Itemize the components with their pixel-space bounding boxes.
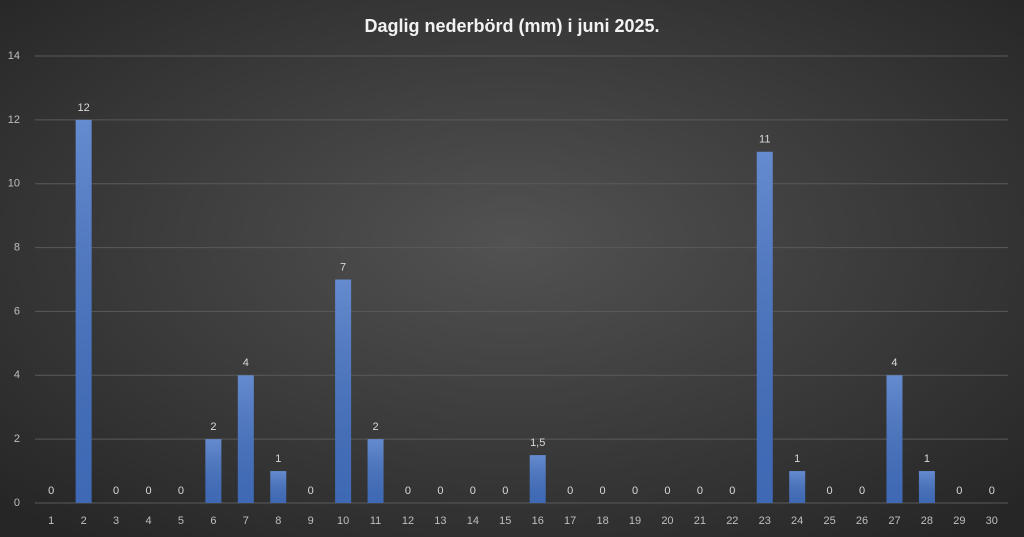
- x-tick-label: 13: [434, 515, 446, 527]
- x-tick-label: 21: [694, 515, 706, 527]
- y-tick-label: 4: [14, 369, 20, 381]
- data-label: 1,5: [530, 437, 545, 449]
- data-label: 0: [308, 485, 314, 497]
- x-tick-label: 15: [499, 515, 511, 527]
- x-tick-label: 26: [856, 515, 868, 527]
- bar-shade: [886, 375, 903, 503]
- y-tick-label: 2: [14, 433, 20, 445]
- x-tick-label: 3: [113, 515, 119, 527]
- bar-shade: [75, 119, 92, 503]
- data-label: 0: [48, 485, 54, 497]
- x-tick-label: 18: [596, 515, 608, 527]
- bar-shade: [270, 471, 287, 503]
- x-tick-label: 19: [629, 515, 641, 527]
- y-tick-label: 14: [8, 50, 20, 62]
- data-label: 0: [437, 485, 443, 497]
- data-label: 4: [243, 357, 249, 369]
- x-tick-label: 30: [986, 515, 998, 527]
- data-label: 0: [567, 485, 573, 497]
- data-label: 4: [891, 357, 897, 369]
- data-label: 2: [372, 421, 378, 433]
- x-tick-label: 7: [243, 515, 249, 527]
- data-label: 12: [78, 102, 90, 114]
- x-tick-label: 12: [402, 515, 414, 527]
- y-tick-label: 0: [14, 497, 20, 509]
- x-tick-label: 6: [210, 515, 216, 527]
- x-tick-label: 2: [81, 515, 87, 527]
- y-tick-label: 6: [14, 305, 20, 317]
- data-label: 0: [113, 485, 119, 497]
- bar-shade: [205, 439, 222, 503]
- data-label: 0: [470, 485, 476, 497]
- bar-shade: [237, 375, 254, 503]
- x-tick-label: 29: [953, 515, 965, 527]
- x-tick-label: 11: [370, 515, 381, 527]
- bar-shade: [756, 151, 773, 504]
- y-tick-label: 10: [8, 178, 20, 190]
- y-tick-label: 8: [14, 241, 20, 253]
- x-tick-label: 23: [759, 515, 771, 527]
- data-label: 0: [145, 485, 151, 497]
- chart-title: Daglig nederbörd (mm) i juni 2025.: [364, 16, 659, 36]
- data-label: 0: [827, 485, 833, 497]
- data-label: 2: [210, 421, 216, 433]
- x-tick-label: 28: [921, 515, 933, 527]
- bar-shade: [789, 471, 806, 503]
- data-label: 0: [664, 485, 670, 497]
- x-tick-label: 24: [791, 515, 803, 527]
- data-label: 0: [697, 485, 703, 497]
- x-tick-label: 25: [823, 515, 835, 527]
- data-label: 1: [924, 453, 930, 465]
- data-label: 11: [759, 134, 770, 146]
- x-tick-label: 14: [467, 515, 479, 527]
- data-label: 0: [178, 485, 184, 497]
- data-label: 1: [275, 453, 281, 465]
- data-label: 7: [340, 261, 346, 273]
- data-label: 0: [405, 485, 411, 497]
- data-label: 0: [989, 485, 995, 497]
- x-tick-label: 1: [48, 515, 54, 527]
- data-label: 0: [600, 485, 606, 497]
- data-label: 1: [794, 453, 800, 465]
- bar-shade: [367, 439, 384, 503]
- x-tick-label: 16: [532, 515, 544, 527]
- bar-shade: [529, 455, 546, 503]
- bar-shade: [918, 471, 935, 503]
- x-tick-label: 4: [145, 515, 151, 527]
- x-tick-label: 22: [726, 515, 738, 527]
- data-label: 0: [729, 485, 735, 497]
- data-label: 0: [956, 485, 962, 497]
- x-tick-label: 9: [308, 515, 314, 527]
- data-label: 0: [632, 485, 638, 497]
- bar-shade: [335, 279, 352, 503]
- x-tick-label: 27: [888, 515, 900, 527]
- x-tick-label: 5: [178, 515, 184, 527]
- x-tick-label: 17: [564, 515, 576, 527]
- x-tick-label: 8: [275, 515, 281, 527]
- x-tick-label: 10: [337, 515, 349, 527]
- data-label: 0: [502, 485, 508, 497]
- data-label: 0: [859, 485, 865, 497]
- y-tick-label: 12: [8, 114, 20, 126]
- x-tick-label: 20: [661, 515, 673, 527]
